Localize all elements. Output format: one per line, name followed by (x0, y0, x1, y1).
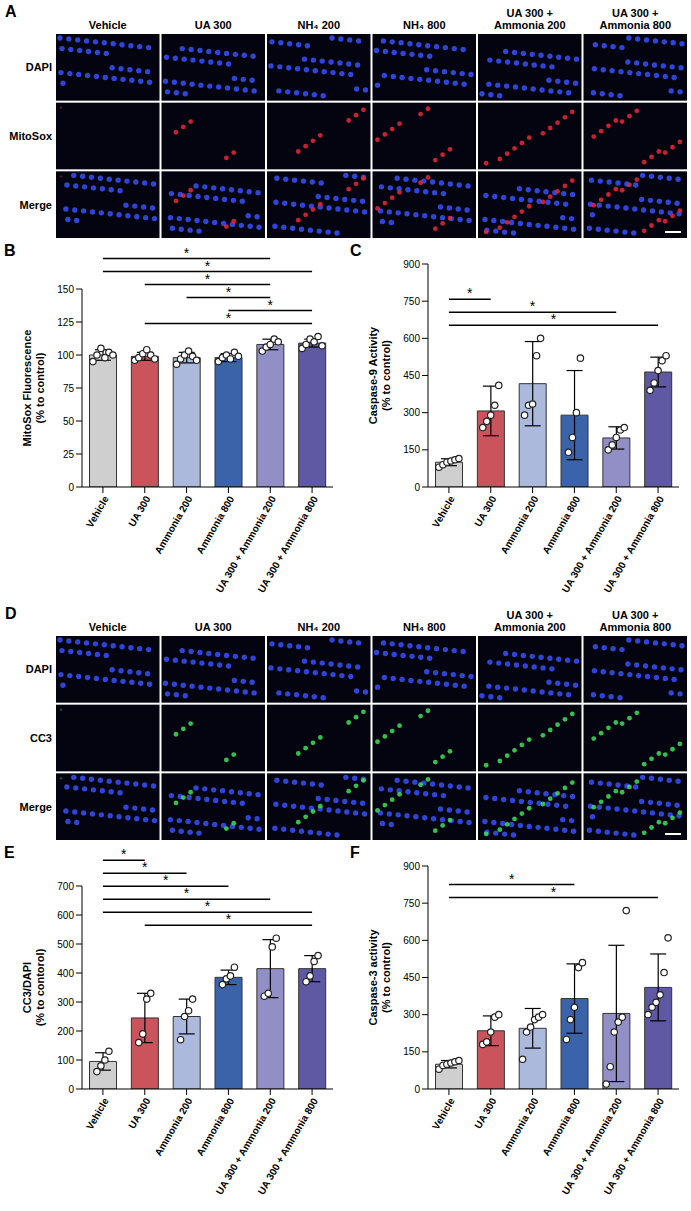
svg-text:*: * (530, 298, 536, 314)
svg-text:UA 300 + Ammonia 800: UA 300 + Ammonia 800 (602, 494, 667, 595)
svg-text:25: 25 (63, 449, 75, 460)
svg-text:CC3: CC3 (30, 732, 52, 744)
svg-text:450: 450 (403, 370, 420, 381)
svg-text:Ammonia 200: Ammonia 200 (152, 1096, 194, 1158)
svg-text:Vehicle: Vehicle (84, 1096, 111, 1132)
svg-text:125: 125 (57, 317, 74, 328)
svg-text:100: 100 (57, 1055, 74, 1066)
svg-text:*: * (551, 884, 557, 900)
svg-text:NH₄ 200: NH₄ 200 (297, 19, 340, 31)
svg-text:UA 300: UA 300 (126, 1096, 153, 1131)
svg-text:UA 300 + Ammonia 200: UA 300 + Ammonia 200 (559, 494, 625, 595)
svg-text:100: 100 (57, 350, 74, 361)
svg-text:50: 50 (63, 416, 75, 427)
svg-text:0: 0 (414, 482, 420, 493)
svg-text:150: 150 (57, 284, 74, 295)
svg-text:Caspase-3 activity(% to contro: Caspase-3 activity(% to control) (367, 929, 392, 1026)
svg-text:*: * (509, 871, 515, 887)
svg-text:MitoSox: MitoSox (9, 130, 53, 142)
svg-text:DAPI: DAPI (26, 663, 52, 675)
svg-text:UA 300 + Ammonia 800: UA 300 + Ammonia 800 (256, 494, 321, 595)
svg-text:UA 300 +Ammonia 800: UA 300 +Ammonia 800 (599, 609, 671, 633)
svg-text:0: 0 (68, 1084, 74, 1095)
svg-text:UA 300 + Ammonia 200: UA 300 + Ammonia 200 (213, 1096, 279, 1197)
svg-text:UA 300: UA 300 (195, 621, 232, 633)
svg-text:UA 300 +Ammonia 800: UA 300 +Ammonia 800 (599, 7, 671, 31)
svg-text:500: 500 (57, 939, 74, 950)
svg-text:*: * (226, 310, 232, 326)
html-text:C: C (350, 242, 362, 259)
svg-text:Ammonia 200: Ammonia 200 (498, 1096, 540, 1158)
svg-text:*: * (205, 898, 211, 914)
svg-text:UA 300: UA 300 (126, 494, 153, 529)
svg-text:Ammonia 200: Ammonia 200 (498, 494, 540, 556)
svg-text:200: 200 (57, 1026, 74, 1037)
svg-text:UA 300: UA 300 (472, 494, 499, 529)
svg-text:NH₄ 800: NH₄ 800 (403, 19, 446, 31)
svg-text:300: 300 (403, 407, 420, 418)
svg-text:Ammonia 800: Ammonia 800 (194, 494, 236, 556)
svg-text:600: 600 (57, 910, 74, 921)
svg-text:*: * (551, 311, 557, 327)
svg-text:75: 75 (63, 383, 75, 394)
svg-text:UA 300 + Ammonia 800: UA 300 + Ammonia 800 (256, 1096, 321, 1197)
svg-text:UA 300 +Ammonia 200: UA 300 +Ammonia 200 (494, 609, 566, 633)
svg-text:600: 600 (403, 333, 420, 344)
svg-text:Merge: Merge (20, 199, 52, 211)
svg-text:*: * (467, 285, 473, 301)
svg-text:DAPI: DAPI (26, 61, 52, 73)
svg-text:*: * (184, 245, 190, 261)
svg-text:Vehicle: Vehicle (89, 621, 127, 633)
svg-text:150: 150 (403, 444, 420, 455)
svg-text:UA 300 + Ammonia 200: UA 300 + Ammonia 200 (559, 1096, 625, 1197)
svg-text:UA 300 +Ammonia 200: UA 300 +Ammonia 200 (494, 7, 566, 31)
svg-text:Merge: Merge (20, 801, 52, 813)
svg-text:*: * (268, 297, 274, 313)
svg-text:450: 450 (403, 972, 420, 983)
svg-text:NH₄ 800: NH₄ 800 (403, 621, 446, 633)
svg-text:*: * (205, 271, 211, 287)
svg-text:400: 400 (57, 968, 74, 979)
svg-text:300: 300 (57, 997, 74, 1008)
svg-text:UA 300 + Ammonia 200: UA 300 + Ammonia 200 (213, 494, 279, 595)
svg-text:*: * (184, 885, 190, 901)
svg-text:*: * (226, 911, 232, 927)
svg-text:750: 750 (403, 296, 420, 307)
svg-text:900: 900 (403, 259, 420, 270)
svg-text:*: * (142, 859, 148, 875)
svg-text:Ammonia 800: Ammonia 800 (194, 1096, 236, 1158)
html-text:F: F (350, 844, 360, 861)
svg-text:CC3/DAPI(% to contorol): CC3/DAPI(% to contorol) (21, 948, 46, 1026)
svg-text:UA 300: UA 300 (472, 1096, 499, 1131)
svg-text:UA 300 + Ammonia 800: UA 300 + Ammonia 800 (602, 1096, 667, 1197)
html-text:B: B (4, 242, 16, 259)
svg-text:Vehicle: Vehicle (84, 494, 111, 530)
svg-text:Ammonia 800: Ammonia 800 (540, 1096, 582, 1158)
svg-text:150: 150 (403, 1046, 420, 1057)
svg-text:D: D (5, 605, 17, 622)
svg-text:*: * (121, 846, 127, 862)
svg-text:Ammonia 200: Ammonia 200 (152, 494, 194, 556)
svg-text:*: * (163, 872, 169, 888)
svg-text:Vehicle: Vehicle (430, 1096, 457, 1132)
svg-text:NH₄ 200: NH₄ 200 (297, 621, 340, 633)
svg-text:0: 0 (68, 482, 74, 493)
svg-text:300: 300 (403, 1009, 420, 1020)
html-text:E: E (4, 844, 15, 861)
svg-text:700: 700 (57, 881, 74, 892)
svg-text:Vehicle: Vehicle (430, 494, 457, 530)
svg-text:MitoSox Fluorescence(% to cont: MitoSox Fluorescence(% to control) (21, 330, 46, 447)
svg-text:Caspase-9 Activity(% to contro: Caspase-9 Activity(% to control) (367, 326, 392, 424)
svg-text:*: * (226, 284, 232, 300)
svg-text:Vehicle: Vehicle (89, 19, 127, 31)
svg-text:A: A (5, 3, 17, 20)
svg-text:0: 0 (414, 1084, 420, 1095)
svg-text:750: 750 (403, 898, 420, 909)
svg-text:600: 600 (403, 935, 420, 946)
svg-text:900: 900 (403, 861, 420, 872)
svg-text:Ammonia 800: Ammonia 800 (540, 494, 582, 556)
svg-text:UA 300: UA 300 (195, 19, 232, 31)
